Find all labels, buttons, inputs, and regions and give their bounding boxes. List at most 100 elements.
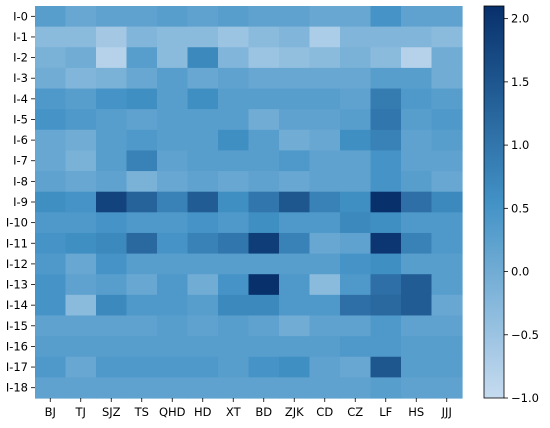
- heatmap-cell-I-7-ZJK: [279, 150, 311, 172]
- column-label: BD: [255, 405, 272, 419]
- heatmap-cell-I-3-HD: [187, 67, 219, 90]
- heatmap-cell-I-5-HS: [401, 109, 433, 131]
- heatmap-cell-I-5-SJZ: [96, 109, 128, 131]
- heatmap-cell-I-18-TS: [126, 377, 158, 399]
- colorbar-gradient: [484, 6, 504, 398]
- heatmap-cell-I-12-CZ: [340, 253, 372, 275]
- heatmap-cell-I-6-TS: [126, 129, 158, 152]
- heatmap-cell-I-13-CZ: [340, 274, 372, 296]
- heatmap-cell-I-3-CD: [309, 67, 341, 90]
- row-label: I-4: [13, 92, 28, 106]
- heatmap-cell-I-14-JJJ: [431, 294, 463, 317]
- heatmap-cell-I-3-XT: [218, 67, 250, 90]
- heatmap-cell-I-16-HS: [401, 336, 433, 358]
- heatmap-cell-I-3-QHD: [157, 67, 189, 90]
- heatmap-cell-I-4-XT: [218, 88, 250, 110]
- heatmap-cell-I-14-HD: [187, 294, 219, 317]
- heatmap-cell-I-15-BD: [248, 315, 280, 337]
- heatmap-cell-I-16-QHD: [157, 336, 189, 358]
- heatmap-cell-I-0-TS: [126, 6, 158, 28]
- heatmap-cell-I-18-BD: [248, 377, 280, 399]
- heatmap-cell-I-12-HD: [187, 253, 219, 275]
- heatmap-cell-I-8-ZJK: [279, 171, 311, 193]
- heatmap-cell-I-16-JJJ: [431, 336, 463, 358]
- heatmap-cell-I-11-TS: [126, 232, 158, 255]
- heatmap-cell-I-16-CZ: [340, 336, 372, 358]
- heatmap-cell-I-1-HS: [401, 26, 433, 48]
- heatmap-cell-I-3-BJ: [35, 67, 67, 90]
- colorbar-tick-label: 1.0: [511, 138, 529, 152]
- heatmap-cell-I-6-CZ: [340, 129, 372, 152]
- heatmap-cell-I-10-HS: [401, 212, 433, 234]
- heatmap-cell-I-4-BJ: [35, 88, 67, 110]
- heatmap-cell-I-2-BJ: [35, 47, 67, 69]
- column-label: ZJK: [285, 405, 304, 419]
- heatmap-cell-I-13-TJ: [65, 274, 97, 296]
- row-label: I-3: [13, 71, 28, 85]
- heatmap-cell-I-9-CD: [309, 191, 341, 213]
- column-label: HS: [408, 405, 424, 419]
- heatmap-cell-I-12-LF: [370, 253, 402, 275]
- heatmap-cell-I-16-XT: [218, 336, 250, 358]
- row-label: I-9: [13, 195, 28, 209]
- heatmap-cell-I-10-SJZ: [96, 212, 128, 234]
- column-label: HD: [194, 405, 212, 419]
- colorbar-tick-label: 0.5: [511, 201, 529, 215]
- heatmap-cell-I-8-TJ: [65, 171, 97, 193]
- heatmap-cell-I-3-SJZ: [96, 67, 128, 90]
- heatmap-cell-I-11-BD: [248, 232, 280, 255]
- heatmap-cell-I-17-QHD: [157, 356, 189, 378]
- row-label: I-8: [13, 174, 28, 188]
- row-label: I-2: [13, 51, 28, 65]
- colorbar-tick-label: −0.5: [511, 328, 539, 342]
- heatmap-cells: [35, 6, 463, 399]
- heatmap-cell-I-12-TS: [126, 253, 158, 275]
- row-label: I-7: [13, 154, 28, 168]
- heatmap-cell-I-0-JJJ: [431, 6, 463, 28]
- heatmap-cell-I-11-LF: [370, 232, 402, 255]
- heatmap-cell-I-12-CD: [309, 253, 341, 275]
- heatmap-cell-I-17-ZJK: [279, 356, 311, 378]
- column-label: LF: [379, 405, 392, 419]
- heatmap-cell-I-2-SJZ: [96, 47, 128, 69]
- heatmap-cell-I-13-XT: [218, 274, 250, 296]
- heatmap-cell-I-3-JJJ: [431, 67, 463, 90]
- heatmap-cell-I-5-LF: [370, 109, 402, 131]
- heatmap-cell-I-18-SJZ: [96, 377, 128, 399]
- heatmap-cell-I-11-XT: [218, 232, 250, 255]
- heatmap-cell-I-17-CZ: [340, 356, 372, 378]
- heatmap-cell-I-11-BJ: [35, 232, 67, 255]
- heatmap-cell-I-14-TS: [126, 294, 158, 317]
- heatmap-cell-I-12-TJ: [65, 253, 97, 275]
- heatmap-cell-I-5-BJ: [35, 109, 67, 131]
- row-label: I-10: [6, 216, 28, 230]
- heatmap-cell-I-11-JJJ: [431, 232, 463, 255]
- heatmap-cell-I-3-HS: [401, 67, 433, 90]
- heatmap-cell-I-0-XT: [218, 6, 250, 28]
- heatmap-cell-I-6-LF: [370, 129, 402, 152]
- heatmap-cell-I-0-HD: [187, 6, 219, 28]
- heatmap-cell-I-7-XT: [218, 150, 250, 172]
- heatmap-cell-I-7-LF: [370, 150, 402, 172]
- colorbar-tick-label: 2.0: [511, 12, 529, 26]
- heatmap-cell-I-10-CD: [309, 212, 341, 234]
- heatmap-cell-I-6-BD: [248, 129, 280, 152]
- heatmap-cell-I-1-BJ: [35, 26, 67, 48]
- heatmap-cell-I-10-ZJK: [279, 212, 311, 234]
- heatmap-cell-I-2-QHD: [157, 47, 189, 69]
- heatmap-cell-I-12-BJ: [35, 253, 67, 275]
- heatmap-cell-I-11-CD: [309, 232, 341, 255]
- heatmap-cell-I-13-SJZ: [96, 274, 128, 296]
- heatmap-cell-I-9-LF: [370, 191, 402, 213]
- heatmap-cell-I-8-BJ: [35, 171, 67, 193]
- heatmap-cell-I-12-QHD: [157, 253, 189, 275]
- heatmap-cell-I-5-QHD: [157, 109, 189, 131]
- heatmap-cell-I-5-BD: [248, 109, 280, 131]
- heatmap-cell-I-14-LF: [370, 294, 402, 317]
- heatmap-cell-I-6-SJZ: [96, 129, 128, 152]
- heatmap-cell-I-15-HS: [401, 315, 433, 337]
- heatmap-cell-I-18-CZ: [340, 377, 372, 399]
- heatmap-cell-I-9-CZ: [340, 191, 372, 213]
- heatmap-cell-I-13-TS: [126, 274, 158, 296]
- heatmap-cell-I-5-TJ: [65, 109, 97, 131]
